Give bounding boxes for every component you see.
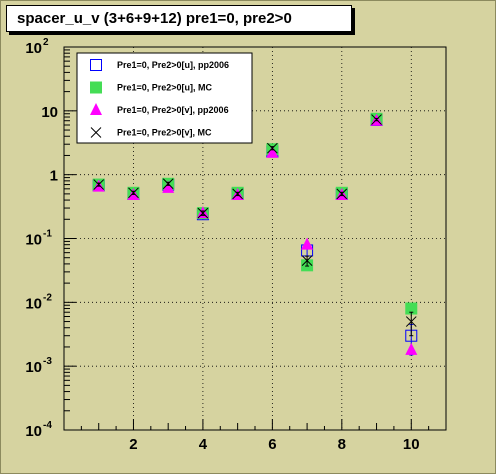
data-point-s2 bbox=[301, 237, 314, 250]
data-point-s3 bbox=[336, 188, 348, 200]
data-point-s2-shape bbox=[301, 237, 314, 250]
x-tick-label: 4 bbox=[199, 436, 208, 453]
data-marks bbox=[92, 112, 418, 356]
data-point-s3-shape bbox=[232, 188, 243, 200]
data-point-s3 bbox=[93, 179, 105, 190]
y-tick-label: 10 bbox=[41, 104, 58, 121]
data-point-s1-shape bbox=[405, 302, 418, 315]
x-tick-label: 2 bbox=[129, 436, 137, 453]
x-tick-label: 10 bbox=[403, 436, 420, 453]
data-point-s3 bbox=[267, 142, 278, 154]
data-point-s3-shape bbox=[371, 114, 382, 125]
legend: Pre1=0, Pre2>0[u], pp2006 Pre1=0, Pre2>0[… bbox=[76, 52, 253, 144]
data-point-s3-shape bbox=[162, 178, 174, 190]
y-tick-label: 10 bbox=[25, 232, 42, 249]
data-point-s3 bbox=[371, 114, 382, 125]
legend-marker bbox=[90, 59, 102, 71]
legend-marker bbox=[90, 81, 102, 94]
legend-label: Pre1=0, Pre2>0[u], pp2006 bbox=[117, 60, 229, 70]
legend-marker bbox=[90, 127, 102, 138]
data-point-s1 bbox=[405, 302, 418, 315]
data-point-s3 bbox=[197, 207, 209, 219]
legend-marker-shape bbox=[90, 59, 102, 71]
data-point-s3-shape bbox=[405, 316, 417, 327]
legend-box bbox=[76, 52, 253, 144]
legend-label: Pre1=0, Pre2>0[v], pp2006 bbox=[117, 105, 229, 115]
legend-marker-shape bbox=[90, 81, 102, 94]
y-tick-label: 10 bbox=[25, 359, 42, 376]
data-point-s2 bbox=[405, 342, 418, 355]
data-point-s3 bbox=[301, 255, 313, 266]
y-tick-exponent: -3 bbox=[43, 356, 52, 367]
x-tick-label: 6 bbox=[268, 436, 276, 453]
legend-label: Pre1=0, Pre2>0[u], MC bbox=[117, 83, 213, 93]
legend-label: Pre1=0, Pre2>0[v], MC bbox=[117, 128, 212, 138]
legend-marker-shape bbox=[90, 127, 102, 138]
y-tick-exponent: -2 bbox=[43, 292, 52, 303]
y-tick-exponent: -4 bbox=[43, 420, 52, 431]
legend-marker bbox=[90, 103, 102, 115]
data-point-s3 bbox=[128, 187, 139, 199]
data-point-s3-shape bbox=[128, 187, 139, 199]
legend-marker-shape bbox=[90, 103, 102, 115]
y-tick-label: 1 bbox=[50, 168, 58, 185]
y-tick-label: 10 bbox=[25, 295, 42, 312]
y-tick-label: 10 bbox=[25, 40, 42, 57]
data-point-s2-shape bbox=[162, 180, 175, 193]
data-point-s3-shape bbox=[336, 188, 348, 200]
data-point-s3 bbox=[162, 178, 174, 190]
data-point-s3 bbox=[232, 188, 243, 200]
data-point-s2 bbox=[162, 180, 175, 193]
data-point-s3-shape bbox=[267, 142, 278, 154]
data-point-s3-shape bbox=[301, 255, 313, 266]
data-point-s2-shape bbox=[266, 145, 279, 158]
chart-title: spacer_u_v (3+6+9+12) pre1=0, pre2>0 bbox=[6, 5, 352, 32]
data-point-s2-shape bbox=[405, 342, 418, 355]
data-point-s3-shape bbox=[93, 179, 105, 190]
x-tick-label: 8 bbox=[338, 436, 346, 453]
data-point-s2 bbox=[266, 145, 279, 158]
y-tick-label: 10 bbox=[25, 423, 42, 440]
y-tick-exponent: 2 bbox=[43, 37, 49, 48]
data-point-s3-shape bbox=[197, 207, 209, 219]
y-tick-exponent: -1 bbox=[43, 229, 52, 240]
data-point-s3 bbox=[405, 316, 417, 327]
